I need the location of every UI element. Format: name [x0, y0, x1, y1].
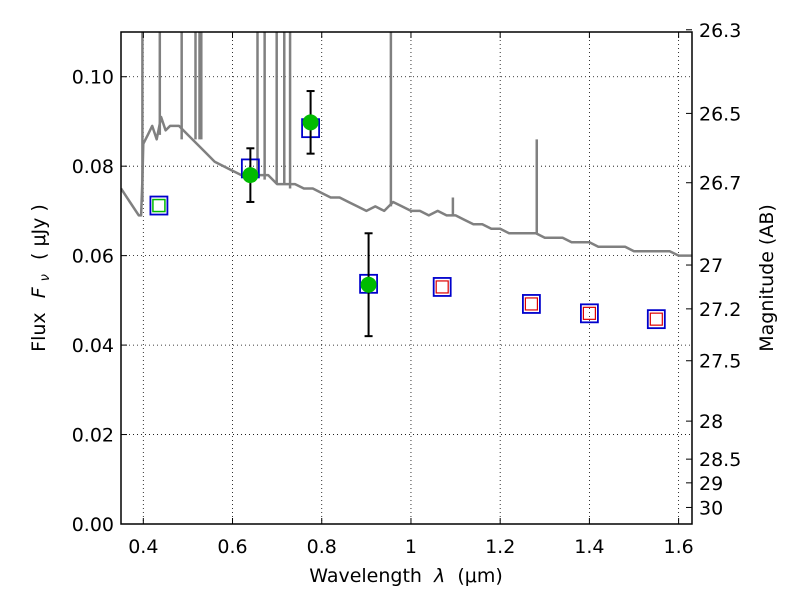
limit-flux-square [649, 312, 663, 326]
y-axis-title: Flux F ν ( μJy ) [28, 204, 54, 352]
model-flux-square [646, 309, 666, 330]
right-tick-label: 28 [699, 411, 723, 433]
y-tick-label: 0.08 [72, 156, 114, 178]
x-tick-label: 0.4 [128, 536, 158, 558]
right-tick-label: 26.3 [699, 20, 741, 42]
x-tick-label: 1.2 [485, 536, 515, 558]
x-tick-label: 1.4 [574, 536, 604, 558]
right-tick-label: 27.2 [699, 299, 741, 321]
y-tick-label: 0.06 [72, 246, 114, 268]
plot-marks [121, 32, 692, 338]
observed-flux-square [152, 198, 166, 213]
limit-flux-square [582, 306, 596, 320]
y-axis-right-title: Magnitude (AB) [756, 204, 778, 352]
model-flux-square [432, 277, 452, 297]
x-tick-label: 0.8 [307, 536, 337, 558]
axes: 0.4 0.6 0.8 1 1.2 1.4 1.6 0.00 0.02 0.04 0.06 0.08 0… [72, 20, 742, 558]
model-flux-square [149, 195, 169, 216]
observed-flux-point [302, 114, 319, 131]
x-tick-label: 1.6 [664, 536, 694, 558]
right-tick-label: 27.5 [699, 351, 741, 373]
right-tick-label: 26.7 [699, 173, 741, 195]
right-tick-label: 28.5 [699, 449, 741, 471]
y-tick-label: 0.02 [72, 425, 114, 447]
right-tick-label: 26.5 [699, 103, 741, 125]
right-tick-label: 29 [699, 473, 723, 495]
x-axis-title: Wavelength λ (μm) [309, 565, 502, 587]
plot-frame [120, 31, 693, 525]
model-flux-square [579, 303, 599, 324]
observed-flux-point [360, 276, 377, 293]
observed-flux-point [242, 167, 259, 184]
grid [121, 32, 692, 524]
right-tick-label: 27 [699, 255, 723, 277]
y-tick-label: 0.00 [72, 514, 114, 536]
template-spectrum-line [121, 115, 692, 257]
limit-flux-square [435, 280, 449, 294]
y-tick-label: 0.10 [72, 67, 114, 89]
x-tick-label: 0.6 [217, 536, 247, 558]
model-flux-square [522, 294, 541, 314]
y-tick-label: 0.04 [72, 335, 114, 357]
limit-flux-square [524, 297, 539, 311]
x-tick-label: 1 [405, 536, 417, 558]
right-tick-label: 30 [699, 497, 723, 519]
